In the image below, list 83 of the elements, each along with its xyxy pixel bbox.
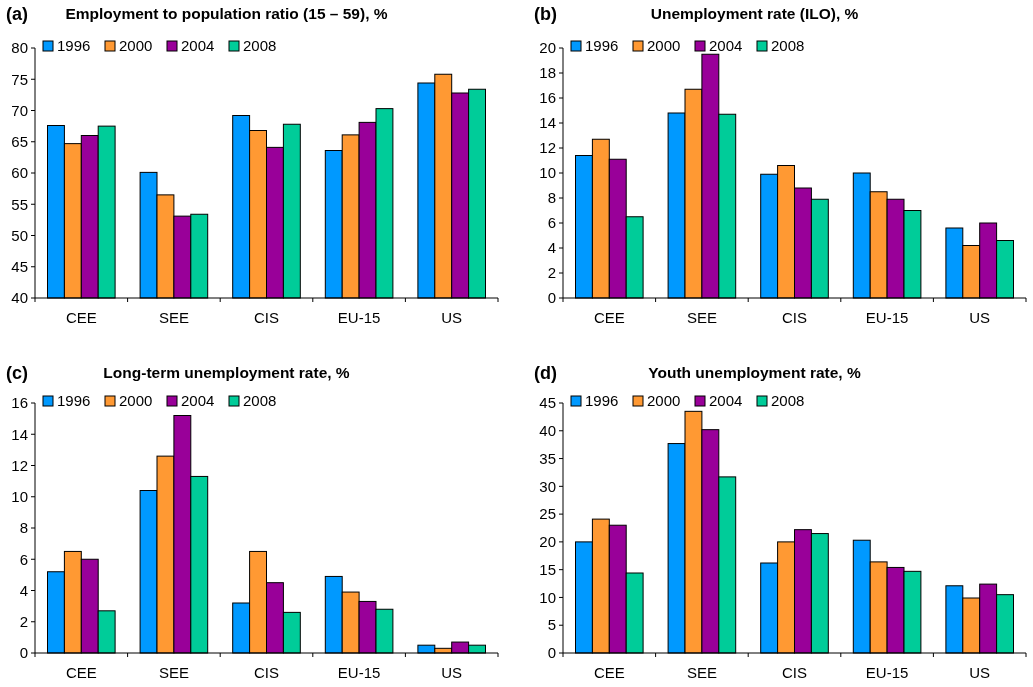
y-tick-label: 4 [19, 581, 28, 599]
y-tick-label: 2 [19, 613, 28, 630]
y-tick-label: 4 [547, 239, 556, 257]
text: (d) [534, 363, 557, 383]
x-tick-label: US [441, 664, 463, 681]
y-tick-label: 60 [11, 164, 28, 182]
y-tick-label: 55 [11, 195, 28, 213]
y-tick-label: 8 [19, 519, 28, 537]
x-tick-label: CEE [593, 309, 625, 326]
x-tick-label: SEE [158, 309, 189, 326]
y-tick-label: 2 [547, 264, 556, 282]
x-tick-label: CIS [781, 309, 808, 326]
legend-label: 2000 [647, 392, 681, 409]
y-tick-label: 12 [539, 139, 556, 157]
y-tick-label: 10 [11, 488, 28, 505]
y-tick-label: 20 [539, 533, 556, 551]
y-tick-label: 16 [11, 394, 28, 412]
y-tick-label: 10 [539, 164, 556, 182]
legend-label: 2000 [119, 392, 153, 409]
y-tick-label: 65 [11, 133, 28, 150]
y-tick-label: 18 [539, 64, 556, 82]
y-tick-label: 15 [539, 560, 556, 578]
x-tick-label: EU-15 [865, 664, 909, 681]
text: (a) [6, 4, 28, 24]
y-tick-label: 0 [19, 644, 28, 662]
x-tick-label: US [969, 664, 991, 681]
x-tick-label: US [969, 309, 991, 326]
x-tick-label: CEE [65, 309, 97, 326]
legend-label: 1996 [585, 37, 619, 54]
x-tick-label: EU-15 [337, 664, 381, 681]
legend-label: 2008 [243, 37, 277, 54]
legend-label: 2004 [181, 392, 215, 409]
y-tick-label: 12 [11, 456, 28, 474]
x-tick-label: CIS [253, 309, 280, 326]
y-tick-label: 0 [547, 644, 556, 662]
x-tick-label: US [441, 309, 463, 326]
y-tick-label: 6 [19, 550, 28, 568]
chart-title: Employment to population ratio (15 – 59), % [65, 5, 388, 22]
legend-label: 1996 [57, 392, 91, 409]
text: (c) [6, 363, 28, 383]
x-tick-label: CEE [593, 664, 625, 681]
y-tick-label: 10 [539, 588, 556, 606]
y-tick-label: 20 [539, 39, 556, 57]
y-tick-label: 45 [539, 394, 556, 412]
y-tick-label: 45 [11, 258, 28, 275]
x-tick-label: SEE [686, 664, 717, 681]
y-tick-label: 16 [539, 89, 556, 107]
y-tick-label: 25 [539, 505, 556, 523]
legend-label: 1996 [585, 392, 619, 409]
y-tick-label: 6 [547, 214, 556, 232]
x-tick-label: SEE [158, 664, 189, 681]
chart-title: Unemployment rate (ILO), % [650, 5, 859, 22]
y-tick-label: 5 [547, 616, 556, 634]
y-tick-label: 14 [11, 425, 28, 443]
x-tick-label: CEE [65, 664, 97, 681]
legend-label: 2004 [181, 37, 215, 54]
legend-label: 2000 [647, 37, 681, 54]
x-tick-label: EU-15 [337, 309, 381, 326]
legend-label: 2004 [709, 37, 743, 54]
legend-label: 2008 [771, 392, 805, 409]
y-tick-label: 75 [11, 70, 28, 88]
legend-label: 1996 [57, 37, 91, 54]
y-tick-label: 40 [539, 422, 556, 440]
legend-label: 2008 [243, 392, 277, 409]
y-tick-label: 70 [11, 101, 28, 119]
y-tick-label: 8 [547, 189, 556, 207]
y-tick-label: 40 [11, 289, 28, 307]
legend-label: 2008 [771, 37, 805, 54]
x-tick-label: EU-15 [865, 309, 909, 326]
y-tick-label: 80 [11, 39, 28, 57]
y-tick-label: 35 [539, 449, 556, 467]
x-tick-label: CIS [253, 664, 280, 681]
x-tick-label: CIS [781, 664, 808, 681]
y-tick-label: 50 [11, 226, 28, 244]
text: (b) [534, 4, 557, 24]
y-tick-label: 14 [539, 114, 556, 132]
x-tick-label: SEE [686, 309, 717, 326]
legend-label: 2000 [119, 37, 153, 54]
y-tick-label: 0 [547, 289, 556, 307]
y-tick-label: 30 [539, 477, 556, 495]
chart-title: Long-term unemployment rate, % [103, 364, 350, 381]
legend-label: 2004 [709, 392, 743, 409]
chart-title: Youth unemployment rate, % [648, 364, 861, 381]
